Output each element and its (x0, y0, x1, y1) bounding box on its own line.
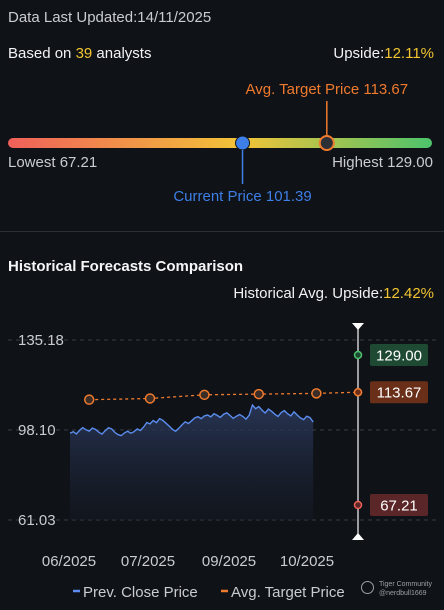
highest-tag-label: 129.00 (376, 348, 422, 365)
right-value-tags: 129.00 113.67 67.21 (353, 344, 428, 516)
target-price-gauge: Avg. Target Price 113.67 Lowest 67.21 Hi… (8, 81, 433, 205)
lowest-cursor-point (353, 500, 363, 510)
highest-price-label: Highest 129.00 (332, 154, 433, 171)
tiger-logo-icon (360, 581, 374, 594)
avg-target-point (83, 394, 95, 405)
lowest-price-label: Lowest 67.21 (8, 154, 97, 171)
historical-forecasts-title: Historical Forecasts Comparison (8, 258, 244, 275)
cursor-bottom-handle-icon[interactable] (352, 533, 364, 540)
target-tag-label: 113.67 (377, 385, 422, 402)
y-tick-label: 98.10 (18, 422, 56, 439)
chart-cursor[interactable] (352, 323, 364, 540)
historical-forecast-chart: 135.18 98.10 61.03 129.00 113.67 67.21 06/20… (8, 323, 436, 601)
historical-upside-value: 12.42% (383, 285, 434, 302)
legend-label-prev-close: Prev. Close Price (83, 584, 198, 601)
analyst-count-text: Based on 39 analysts (8, 45, 152, 62)
y-axis-ticks: 135.18 98.10 61.03 (18, 332, 64, 529)
data-updated-text: Data Last Updated:14/11/2025 (8, 9, 212, 26)
legend-label-avg-target: Avg. Target Price (231, 584, 345, 601)
x-tick-label: 09/2025 (202, 553, 256, 570)
highest-cursor-point (353, 350, 363, 360)
avg-target-marker (318, 135, 335, 151)
avg-target-line (89, 391, 359, 401)
avg-target-point (144, 393, 156, 404)
target-cursor-point (353, 387, 363, 397)
upside-value: 12.11% (384, 45, 434, 62)
cursor-top-handle-icon[interactable] (352, 323, 364, 330)
lowest-tag-label: 67.21 (380, 497, 418, 514)
historical-upside-text: Historical Avg. Upside:12.42% (233, 285, 434, 302)
current-price-marker (235, 135, 251, 151)
avg-target-point (199, 389, 210, 401)
x-axis-ticks: 06/2025 07/2025 09/2025 10/2025 (42, 553, 334, 570)
y-tick-label: 135.18 (18, 332, 64, 349)
section-divider (0, 231, 444, 232)
avg-target-point (311, 388, 322, 399)
highest-tag-bg (370, 344, 428, 367)
upside-text: Upside:12.11% (333, 45, 434, 62)
avg-target-price-label: Avg. Target Price 113.67 (246, 81, 409, 98)
current-price-label: Current Price 101.39 (173, 188, 311, 205)
avg-target-points (83, 387, 363, 405)
lowest-tag-bg (370, 493, 428, 516)
target-tag-bg (370, 381, 428, 404)
y-tick-label: 61.03 (18, 512, 56, 529)
x-tick-label: 10/2025 (280, 553, 334, 570)
chart-legend: Prev. Close Price Avg. Target Price (73, 584, 345, 601)
avg-target-point (253, 388, 265, 400)
gauge-bar (8, 138, 432, 148)
prev-close-line (69, 403, 314, 437)
prev-close-area (70, 405, 314, 520)
tiger-community-logo: Tiger Community @nerdbull1669 (360, 580, 432, 598)
x-tick-label: 07/2025 (121, 553, 175, 570)
x-tick-label: 06/2025 (42, 553, 96, 570)
analyst-count-value: 39 (75, 45, 93, 62)
